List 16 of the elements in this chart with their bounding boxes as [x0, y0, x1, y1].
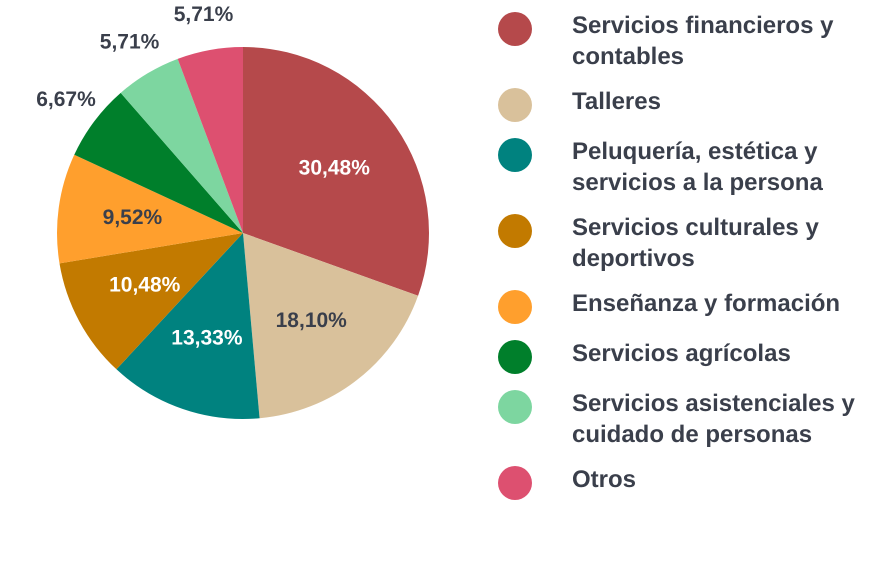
legend-label: Enseñanza y formación	[572, 289, 840, 319]
data-label: 9,52%	[102, 206, 163, 229]
data-label: 18,10%	[276, 309, 348, 332]
data-label: 13,33%	[171, 326, 243, 350]
legend-label: Servicios culturales y deportivos	[572, 213, 820, 274]
data-label: 10,48%	[109, 274, 181, 297]
legend-label: Otros	[572, 465, 636, 495]
data-label: 5,71%	[174, 3, 234, 26]
legend-label: Servicios financieros y contables	[572, 11, 834, 72]
data-label: 30,48%	[298, 156, 370, 180]
legend-label: Peluquería, estética y servicios a la persona	[572, 137, 824, 198]
data-label: 6,67%	[36, 88, 96, 111]
legend-label: Talleres	[572, 87, 661, 117]
data-label: 5,71%	[100, 30, 160, 54]
legend-label: Servicios asistenciales y cuidado de personas	[572, 389, 856, 450]
legend-label: Servicios agrícolas	[572, 339, 791, 369]
